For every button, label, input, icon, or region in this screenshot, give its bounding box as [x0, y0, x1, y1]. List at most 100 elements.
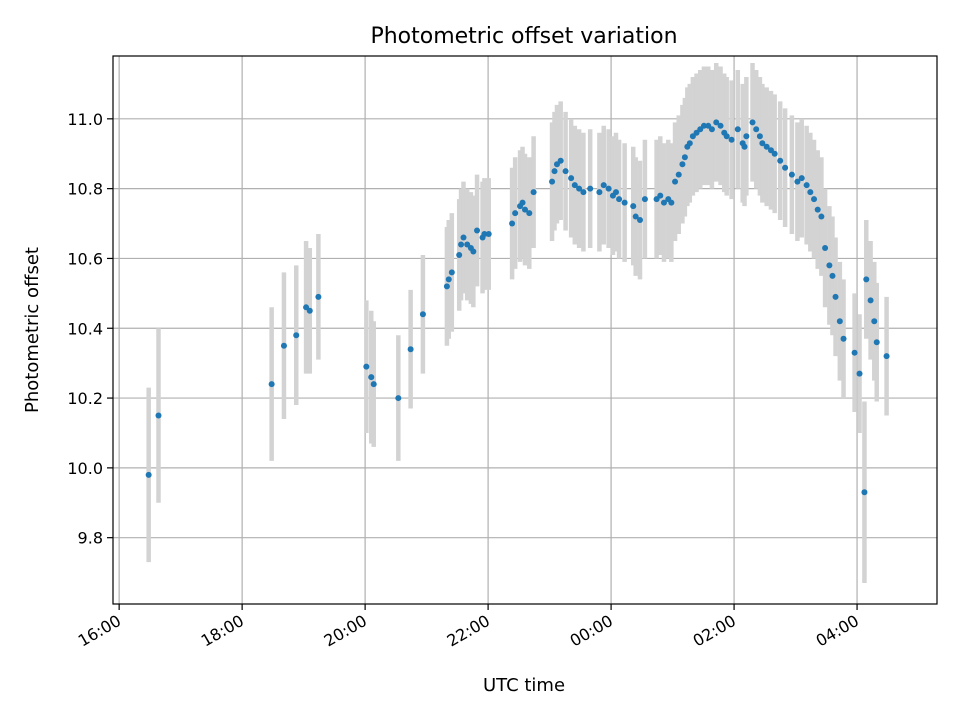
y-tick-label: 10.8	[67, 180, 103, 199]
data-point	[856, 370, 863, 377]
data-point	[641, 196, 648, 203]
error-bars	[146, 62, 889, 584]
data-point	[749, 119, 756, 126]
x-tick-label: 00:00	[567, 611, 616, 651]
data-point	[756, 133, 763, 140]
data-point	[456, 251, 463, 258]
y-axis-ticks: 9.8 10.0 10.2 10.4 10.6 10.8 11.0	[67, 110, 113, 548]
data-point	[621, 199, 628, 206]
data-point	[867, 297, 874, 304]
data-point	[368, 374, 375, 381]
data-point	[741, 143, 748, 150]
data-point	[562, 168, 569, 175]
data-point	[851, 349, 858, 356]
data-point	[826, 262, 833, 269]
x-tick-label: 02:00	[690, 611, 739, 651]
data-point	[632, 213, 639, 220]
data-point	[470, 248, 477, 255]
x-axis-ticks: 16:00 18:00 20:00 22:00 00:00 02:00 04:00	[75, 604, 862, 651]
data-point	[458, 241, 465, 248]
data-point	[155, 412, 162, 419]
data-point	[460, 234, 467, 241]
data-point	[863, 276, 870, 283]
data-point	[798, 175, 805, 182]
data-point	[370, 381, 377, 388]
data-point	[679, 161, 686, 168]
x-tick-label: 04:00	[813, 611, 862, 651]
data-point	[743, 133, 750, 140]
x-tick-label: 18:00	[198, 611, 247, 651]
data-point	[509, 220, 516, 227]
data-point	[448, 269, 455, 276]
data-point	[636, 217, 643, 224]
data-point	[811, 196, 818, 203]
data-point	[443, 283, 450, 290]
data-point	[840, 335, 847, 342]
data-point	[557, 157, 564, 164]
data-point	[580, 189, 587, 196]
data-point	[753, 126, 760, 133]
data-point	[657, 192, 664, 199]
data-point	[616, 196, 623, 203]
data-point	[395, 395, 402, 402]
data-point	[803, 182, 810, 189]
data-point	[587, 185, 594, 192]
data-point	[822, 244, 829, 251]
data-point	[782, 164, 789, 171]
data-point	[763, 143, 770, 150]
data-point	[551, 168, 558, 175]
y-tick-label: 10.0	[67, 459, 103, 478]
data-point	[672, 178, 679, 185]
data-point	[526, 210, 533, 217]
data-point	[280, 342, 287, 349]
data-point	[568, 175, 575, 182]
data-point	[708, 126, 715, 133]
data-point	[713, 119, 720, 126]
x-tick-label: 20:00	[321, 611, 370, 651]
data-point	[530, 189, 537, 196]
x-tick-label: 22:00	[444, 611, 493, 651]
data-point	[794, 178, 801, 185]
data-point	[681, 154, 688, 161]
y-tick-label: 10.2	[67, 389, 103, 408]
data-points	[145, 119, 890, 496]
data-point	[613, 189, 620, 196]
data-point	[807, 189, 814, 196]
data-point	[686, 140, 693, 147]
y-tick-label: 10.6	[67, 249, 103, 268]
y-tick-label: 10.4	[67, 319, 103, 338]
data-point	[728, 136, 735, 143]
data-point	[522, 206, 528, 213]
data-point	[717, 122, 724, 129]
data-point	[512, 210, 519, 217]
data-point	[660, 199, 667, 206]
data-point	[576, 185, 583, 192]
data-point	[734, 126, 741, 133]
data-point	[445, 276, 452, 283]
data-point	[481, 231, 488, 238]
data-point	[571, 182, 578, 189]
data-point	[675, 171, 682, 178]
data-point	[814, 206, 821, 213]
data-point	[873, 339, 880, 346]
data-point	[293, 332, 300, 339]
data-point	[419, 311, 426, 318]
data-point	[723, 133, 730, 140]
data-point	[871, 318, 878, 325]
data-point	[777, 157, 784, 164]
data-point	[600, 182, 607, 189]
data-point	[596, 189, 603, 196]
data-point	[832, 293, 839, 300]
data-point	[315, 293, 322, 300]
data-point	[818, 213, 825, 220]
data-point	[829, 272, 836, 279]
plot-frame	[112, 55, 938, 605]
data-point	[549, 178, 556, 185]
data-point	[145, 471, 152, 478]
data-point	[630, 203, 637, 210]
data-point	[519, 199, 526, 206]
y-axis-label: Photometric offset	[22, 247, 43, 413]
x-axis-label: UTC time	[483, 675, 565, 696]
data-point	[363, 363, 370, 370]
data-point	[836, 318, 843, 325]
